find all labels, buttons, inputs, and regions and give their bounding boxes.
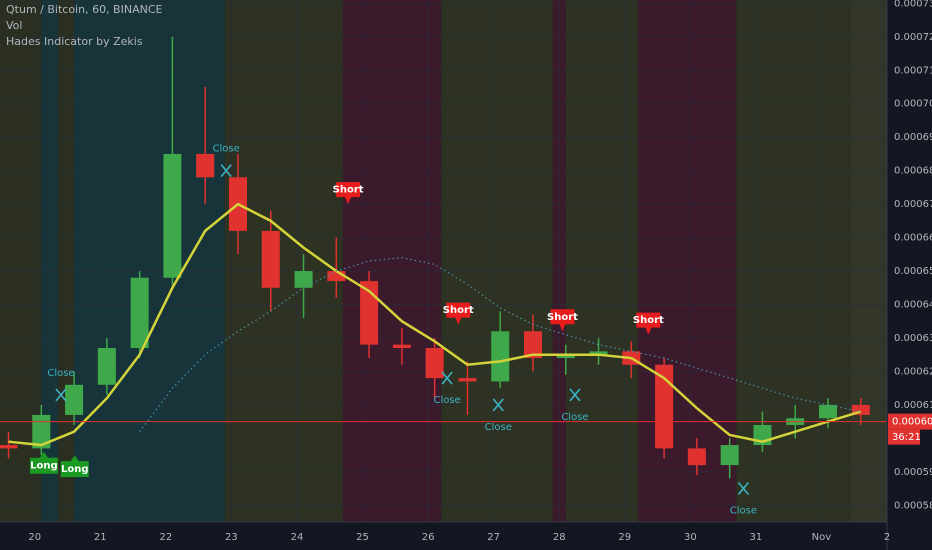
y-tick-label: 0.000660 (894, 233, 932, 244)
candle-body (687, 448, 706, 466)
candle-body (97, 348, 116, 385)
signal-band (41, 0, 58, 522)
signal-band (74, 0, 225, 522)
plot-area: Short Short Short Short Long Long Close Close Cl… (0, 0, 888, 522)
candle-body (130, 277, 149, 348)
signal-band (565, 0, 638, 522)
x-tick-label: Nov (812, 532, 832, 543)
close-marker (737, 482, 750, 496)
candle-body (458, 378, 477, 382)
x-tick-label: 29 (618, 532, 631, 543)
close-label: Close (561, 412, 588, 423)
y-tick-label: 0.000680 (894, 166, 932, 177)
candle-body (196, 153, 215, 178)
y-tick-label: 0.000700 (894, 99, 932, 110)
y-tick-label: 0.000610 (894, 400, 932, 411)
x-tick-label: 21 (94, 532, 107, 543)
y-tick-label: 0.000690 (894, 132, 932, 143)
close-marker (492, 398, 504, 412)
y-tick-label: 0.000590 (894, 467, 932, 478)
x-tick-label: 25 (356, 532, 369, 543)
close-marker (441, 371, 453, 385)
close-marker (569, 388, 581, 402)
y-tick-label: 0.000630 (894, 333, 932, 344)
y-tick-label: 0.000580 (894, 500, 932, 511)
candle-body (294, 271, 313, 288)
y-tick-label: 0.000620 (894, 366, 932, 377)
short-label: Short (443, 305, 474, 316)
y-tick-label: 0.000650 (894, 266, 932, 277)
signal-band (57, 0, 75, 522)
candle-body (261, 230, 280, 288)
candle-body (32, 414, 51, 449)
signal-band (637, 0, 737, 522)
y-tick-label: 0.000640 (894, 300, 932, 311)
last-price-box (888, 413, 932, 430)
x-tick-label: 31 (750, 532, 763, 543)
candle-body (589, 351, 608, 355)
signal-band (441, 0, 553, 522)
candle-body (491, 331, 510, 382)
x-tick-label: 24 (291, 532, 304, 543)
candle-body (556, 354, 575, 359)
close-marker (55, 388, 67, 402)
candle-body (392, 344, 411, 348)
short-marker (336, 182, 361, 205)
long-marker (60, 455, 89, 478)
close-marker (220, 164, 232, 178)
countdown-box (888, 429, 920, 445)
short-marker (446, 302, 471, 325)
candle-body (818, 404, 838, 419)
long-marker (29, 451, 58, 474)
short-label: Short (333, 185, 364, 196)
x-tick-label: 20 (28, 532, 41, 543)
y-tick-label: 0.000710 (894, 65, 932, 76)
moving-average (139, 257, 861, 433)
signal-band (224, 0, 343, 522)
signal-band (850, 0, 887, 522)
moving-average (8, 202, 862, 447)
axes: 0.000580 0.000590 0.000610 0.000620 0.000630… (28, 0, 932, 543)
y-tick-label: 0.000730 (894, 0, 932, 9)
candle-body (523, 331, 543, 359)
candle-body (0, 445, 18, 449)
candle-body (655, 364, 674, 449)
short-marker (550, 309, 575, 332)
candle-body (360, 281, 379, 345)
subtitle: Vol (6, 19, 22, 32)
y-tick-label: 0.000670 (894, 199, 932, 210)
close-label: Close (213, 144, 240, 155)
candle-body (851, 404, 870, 415)
signal-band (342, 0, 442, 522)
short-label: Short (633, 315, 664, 326)
x-tick-label: 27 (487, 532, 500, 543)
long-label: Long (30, 461, 58, 472)
long-label: Long (61, 464, 89, 475)
x-tick-label: 2 (884, 532, 890, 543)
last-price-label: 0.000605 (892, 417, 932, 428)
short-marker (636, 312, 661, 335)
candle-body (163, 153, 182, 278)
short-label: Short (547, 312, 578, 323)
x-tick-label: 23 (225, 532, 238, 543)
close-label: Close (47, 368, 74, 379)
close-label: Close (730, 506, 757, 517)
countdown: 36:21 (892, 432, 921, 443)
candle-body (65, 384, 84, 415)
x-tick-label: 26 (422, 532, 435, 543)
candle-body (327, 271, 346, 282)
close-label: Close (485, 422, 512, 433)
candle-body (720, 445, 739, 466)
x-tick-label: 30 (684, 532, 697, 543)
close-label: Close (433, 395, 460, 406)
x-tick-label: 28 (553, 532, 566, 543)
candle-body (425, 348, 444, 379)
chart-title: Qtum / Bitcoin, 60, BINANCE (6, 3, 163, 16)
subtitle: Hades Indicator by Zekis (6, 35, 143, 48)
x-tick-label: 22 (159, 532, 172, 543)
